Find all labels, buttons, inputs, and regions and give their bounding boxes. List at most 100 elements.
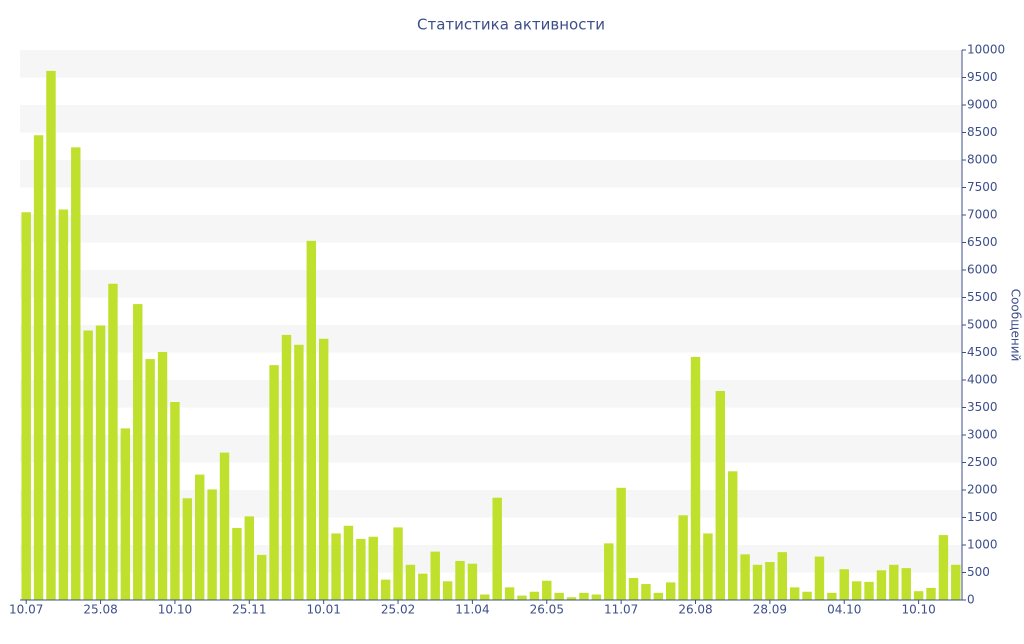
bar [58, 209, 69, 600]
bar [752, 564, 763, 600]
bar [765, 562, 775, 600]
x-tick-label: 26.08 [678, 603, 712, 617]
bar [219, 452, 230, 600]
bar [244, 516, 255, 600]
x-tick-label: 25.02 [381, 603, 415, 617]
bar [182, 498, 193, 600]
x-tick-label: 11.07 [604, 603, 638, 617]
bar [380, 579, 391, 600]
bar [740, 554, 750, 600]
bar [318, 338, 329, 600]
bar [889, 564, 899, 600]
bar [430, 551, 440, 600]
bar [876, 570, 887, 600]
x-tick-label: 10.01 [306, 603, 340, 617]
bar [467, 563, 478, 600]
bar [827, 592, 837, 600]
grid-band [20, 215, 962, 243]
bar [566, 597, 577, 600]
bar [789, 587, 800, 600]
bar [33, 135, 44, 600]
bar [455, 560, 465, 600]
bar [554, 592, 564, 600]
x-tick-label: 10.10 [901, 603, 935, 617]
bar [604, 543, 614, 600]
bar [839, 569, 849, 600]
bar [157, 351, 168, 600]
y-tick-label: 7000 [967, 208, 998, 222]
bar [678, 515, 688, 600]
bar [864, 581, 874, 600]
bar [616, 487, 626, 600]
bar [653, 592, 664, 600]
bar [442, 581, 453, 600]
y-tick-label: 0 [967, 593, 975, 607]
bar [591, 594, 602, 600]
bar [133, 304, 143, 600]
bar [628, 578, 639, 600]
x-tick-label: 25.08 [83, 603, 117, 617]
bar [480, 594, 490, 600]
bar [232, 527, 242, 600]
bar [727, 471, 738, 600]
y-tick-label: 6500 [967, 235, 998, 249]
x-tick-label: 28.09 [753, 603, 787, 617]
bar [703, 533, 713, 600]
bar [306, 240, 316, 600]
bar [269, 365, 279, 600]
bar [517, 595, 527, 600]
x-tick-label: 26.05 [530, 603, 564, 617]
y-tick-label: 6000 [967, 263, 998, 277]
x-tick-label: 04.10 [827, 603, 861, 617]
y-tick-label: 9000 [967, 98, 998, 112]
bar [542, 580, 552, 600]
bar [368, 536, 378, 600]
bar [641, 584, 651, 600]
y-tick-label: 8000 [967, 153, 998, 167]
y-tick-label: 500 [967, 565, 990, 579]
bar [256, 554, 267, 600]
bar [715, 391, 726, 600]
bar [71, 147, 81, 600]
grid-band [20, 160, 962, 188]
y-tick-label: 4500 [967, 345, 998, 359]
bar [529, 591, 540, 600]
y-tick-label: 5500 [967, 290, 998, 304]
bar [504, 587, 515, 600]
bar [405, 564, 416, 600]
y-tick-label: 3500 [967, 400, 998, 414]
y-tick-label: 5000 [967, 318, 998, 332]
y-tick-label: 8500 [967, 125, 998, 139]
bar [95, 325, 106, 600]
bar [777, 552, 787, 600]
bar [21, 212, 31, 600]
x-tick-label: 10.10 [158, 603, 192, 617]
bar [666, 582, 676, 600]
y-tick-label: 1000 [967, 538, 998, 552]
bar [170, 402, 180, 600]
bar [108, 283, 118, 600]
bar [294, 344, 304, 600]
bar [901, 568, 911, 600]
bar [579, 592, 589, 600]
y-tick-label: 9500 [967, 70, 998, 84]
y-tick-label: 1500 [967, 510, 998, 524]
bar [951, 564, 961, 600]
bar [492, 497, 502, 600]
y-tick-label: 4000 [967, 373, 998, 387]
bar [851, 581, 862, 600]
y-tick-label: 2000 [967, 483, 998, 497]
bar [814, 556, 825, 600]
grid-band [20, 105, 962, 133]
bar [207, 489, 217, 600]
bar [83, 330, 93, 600]
bar [356, 538, 366, 600]
y-axis-label: Сообщений [1009, 289, 1023, 362]
bar [46, 70, 56, 600]
bar [331, 533, 341, 600]
bar [120, 428, 131, 600]
x-tick-label: 10.07 [9, 603, 43, 617]
bar [281, 334, 292, 600]
bar [802, 591, 812, 600]
bar [195, 474, 205, 600]
